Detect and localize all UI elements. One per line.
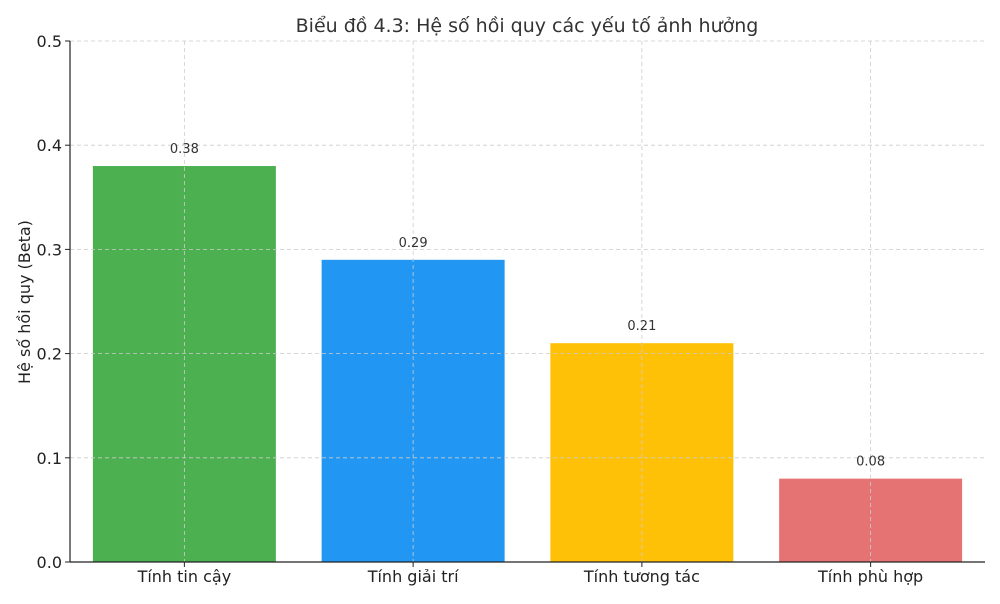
grid-lines	[70, 40, 985, 562]
labels: 0.0 0.1 0.2 0.3 0.4 0.5 Tính tin cậy 0.38 Tính g…	[37, 32, 924, 586]
y-axis-title: Hệ số hồi quy (Beta)	[15, 220, 34, 384]
y-tick-label: 0.1	[37, 449, 62, 468]
bar	[321, 259, 505, 562]
bar-value-label: 0.21	[627, 319, 656, 334]
y-tick-label: 0.2	[37, 345, 62, 364]
bars	[92, 166, 963, 563]
chart-title: Biểu đồ 4.3: Hệ số hồi quy các yếu tố ản…	[296, 15, 759, 37]
y-tick-label: 0.0	[37, 553, 62, 572]
y-tick-label: 0.5	[37, 32, 62, 51]
y-tick-label: 0.4	[37, 136, 62, 155]
bar-value-label: 0.29	[399, 236, 428, 251]
axes	[65, 40, 985, 567]
x-tick-label: Tính tương tác	[583, 567, 700, 586]
bar-value-label: 0.38	[170, 142, 199, 157]
x-tick-label: Tính tin cậy	[137, 567, 232, 586]
x-tick-label: Tính giải trí	[367, 567, 459, 586]
x-tick-label: Tính phù hợp	[817, 567, 923, 586]
y-tick-label: 0.3	[37, 240, 62, 259]
bar	[550, 343, 734, 562]
bar-value-label: 0.08	[856, 455, 885, 470]
